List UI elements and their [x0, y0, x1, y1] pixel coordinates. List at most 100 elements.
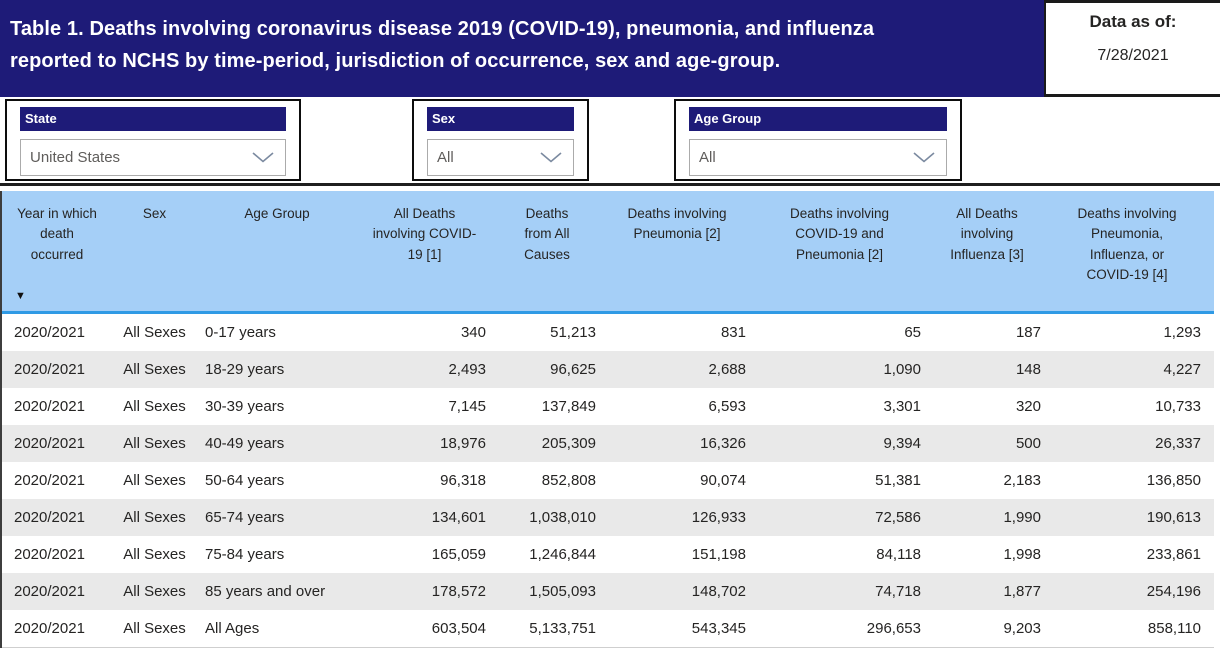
- table-cell: 254,196: [1146, 583, 1201, 600]
- table-cell: 205,309: [541, 435, 596, 452]
- table-cell: 1,090: [883, 361, 921, 378]
- table-cell: 165,059: [431, 546, 486, 563]
- table-cell: 543,345: [691, 620, 746, 637]
- table-cell: 340: [460, 324, 486, 341]
- table-cell: 233,861: [1146, 546, 1201, 563]
- table-cell: 2,688: [708, 361, 746, 378]
- table-cell: All Sexes: [123, 361, 186, 378]
- table-cell: All Sexes: [123, 472, 186, 489]
- table-cell: 5,133,751: [529, 620, 596, 637]
- sex-filter: Sex All: [412, 99, 589, 181]
- table-cell: 65: [904, 324, 921, 341]
- table-header-row: Year in which death occurred Sex Age Gro…: [2, 191, 1214, 311]
- table-cell: All Sexes: [123, 546, 186, 563]
- table-row[interactable]: 2020/2021 All Sexes 85 years and over 178,5…: [2, 573, 1214, 610]
- column-header-pneumonia-influenza-covid[interactable]: Deaths involving Pneumonia, Influenza, o…: [1077, 206, 1177, 282]
- table-row[interactable]: 2020/2021 All Sexes 75-84 years 165,059 1,24…: [2, 536, 1214, 573]
- table-cell: All Sexes: [123, 435, 186, 452]
- column-header-age-group[interactable]: Age Group: [244, 206, 310, 221]
- table-cell: 136,850: [1146, 472, 1201, 489]
- table-cell: 51,213: [550, 324, 596, 341]
- table-cell: 1,293: [1163, 324, 1201, 341]
- table-cell: 9,394: [883, 435, 921, 452]
- state-filter: State United States: [5, 99, 301, 181]
- sex-dropdown-value: All: [437, 149, 454, 166]
- table-cell: 18-29 years: [205, 361, 285, 378]
- column-header-all-causes[interactable]: Deaths from All Causes: [524, 206, 570, 262]
- table-cell: 10,733: [1155, 398, 1201, 415]
- table-row[interactable]: 2020/2021 All Sexes 0-17 years 340 51,213 831…: [2, 314, 1214, 351]
- table-cell: All Sexes: [123, 583, 186, 600]
- table-cell: 1,877: [1003, 583, 1041, 600]
- table-cell: 50-64 years: [205, 472, 285, 489]
- deaths-table: Year in which death occurred Sex Age Gro…: [0, 191, 1214, 648]
- report-title-line1: Table 1. Deaths involving coronavirus di…: [10, 18, 875, 40]
- column-header-sex[interactable]: Sex: [142, 206, 167, 221]
- table-cell: 6,593: [708, 398, 746, 415]
- table-cell: All Sexes: [123, 398, 186, 415]
- column-header-pneumonia[interactable]: Deaths involving Pneumonia [2]: [627, 206, 727, 242]
- table-cell: 2020/2021: [14, 620, 85, 637]
- table-cell: 178,572: [431, 583, 486, 600]
- table-cell: 2020/2021: [14, 583, 85, 600]
- table-cell: All Sexes: [123, 620, 186, 637]
- table-cell: 90,074: [700, 472, 746, 489]
- table-row[interactable]: 2020/2021 All Sexes 30-39 years 7,145 137,84…: [2, 388, 1214, 425]
- table-cell: 51,381: [875, 472, 921, 489]
- table-cell: 320: [1015, 398, 1041, 415]
- spacer: [0, 186, 1220, 191]
- table-cell: 1,998: [1003, 546, 1041, 563]
- age-group-dropdown[interactable]: All: [689, 139, 947, 176]
- table-cell: 2020/2021: [14, 472, 85, 489]
- table-cell: 2,493: [448, 361, 486, 378]
- table-row[interactable]: 2020/2021 All Sexes 18-29 years 2,493 96,625…: [2, 351, 1214, 388]
- table-cell: 9,203: [1003, 620, 1041, 637]
- table-cell: 1,038,010: [529, 509, 596, 526]
- column-header-label: Year in which death occurred: [17, 206, 97, 262]
- table-cell: 1,505,093: [529, 583, 596, 600]
- column-header-covid-pneumonia[interactable]: Deaths involving COVID-19 and Pneumonia …: [789, 206, 890, 262]
- table-body: 2020/2021 All Sexes 0-17 years 340 51,213 831…: [2, 314, 1214, 648]
- table-row[interactable]: 2020/2021 All Sexes 65-74 years 134,601 1,03…: [2, 499, 1214, 536]
- table-cell: 2,183: [1003, 472, 1041, 489]
- column-header-year[interactable]: Year in which death occurred: [2, 191, 112, 311]
- table-cell: 0-17 years: [205, 324, 276, 341]
- table-cell: 151,198: [691, 546, 746, 563]
- sex-dropdown[interactable]: All: [427, 139, 574, 176]
- table-cell: 96,625: [550, 361, 596, 378]
- report-title: Table 1. Deaths involving coronavirus di…: [0, 0, 1044, 97]
- section-divider: [0, 183, 1220, 186]
- table-cell: 500: [1015, 435, 1041, 452]
- table-row[interactable]: 2020/2021 All Sexes 50-64 years 96,318 852,8…: [2, 462, 1214, 499]
- table-cell: 2020/2021: [14, 361, 85, 378]
- age-group-dropdown-value: All: [699, 149, 716, 166]
- age-group-filter-label: Age Group: [689, 107, 947, 131]
- table-cell: 75-84 years: [205, 546, 285, 563]
- table-row[interactable]: 2020/2021 All Sexes 40-49 years 18,976 205,3…: [2, 425, 1214, 462]
- table-cell: 85 years and over: [205, 583, 326, 600]
- table-cell: 858,110: [1147, 620, 1201, 637]
- sex-filter-label: Sex: [427, 107, 574, 131]
- data-as-of-box: Data as of: 7/28/2021: [1044, 0, 1220, 97]
- table-cell: 148: [1015, 361, 1041, 378]
- table-cell: 65-74 years: [205, 509, 285, 526]
- table-cell: 3,301: [883, 398, 921, 415]
- table-row[interactable]: 2020/2021 All Sexes All Ages 603,504 5,133,7…: [2, 610, 1214, 647]
- sort-descending-icon[interactable]: ▼: [15, 290, 26, 302]
- table-cell: 2020/2021: [14, 324, 85, 341]
- table-cell: 84,118: [876, 546, 921, 563]
- table-cell: All Sexes: [123, 324, 186, 341]
- header-bar: Table 1. Deaths involving coronavirus di…: [0, 0, 1220, 97]
- table-cell: 603,504: [431, 620, 486, 637]
- column-header-influenza[interactable]: All Deaths involving Influenza [3]: [950, 206, 1024, 262]
- table-cell: 2020/2021: [14, 546, 85, 563]
- state-dropdown[interactable]: United States: [20, 139, 286, 176]
- table-cell: 16,326: [700, 435, 746, 452]
- column-header-covid-deaths[interactable]: All Deaths involving COVID-19 [1]: [372, 206, 477, 262]
- table-cell: All Sexes: [123, 509, 186, 526]
- table-header-divider: [2, 311, 1214, 314]
- table-cell: 134,601: [431, 509, 486, 526]
- table-cell: 2020/2021: [14, 509, 85, 526]
- table-cell: 2020/2021: [14, 435, 85, 452]
